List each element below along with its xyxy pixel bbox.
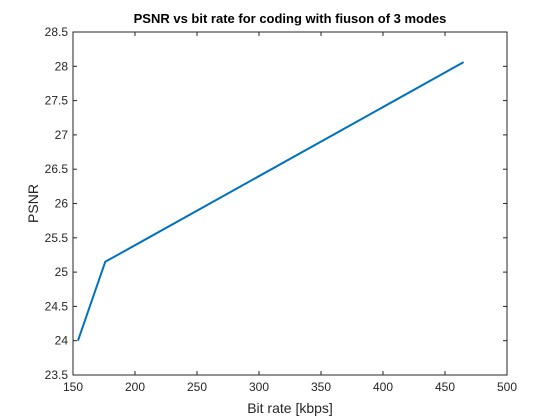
y-tick-label: 25.5 xyxy=(45,231,69,245)
ticks-layer: 150 200 250 300 350 400 450 500 23.5 24 24.5 25 25.5… xyxy=(45,25,518,394)
y-tick-label: 27 xyxy=(55,128,69,142)
x-tick-label: 350 xyxy=(311,380,331,394)
series-layer xyxy=(77,61,465,342)
y-tick-label: 28 xyxy=(55,59,69,73)
y-tick-label: 23.5 xyxy=(45,368,69,382)
x-tick-label: 150 xyxy=(63,380,83,394)
y-axis-label: PSNR xyxy=(25,184,41,223)
series-line-0 xyxy=(77,61,465,342)
x-tick-label: 400 xyxy=(373,380,393,394)
x-axis-label: Bit rate [kbps] xyxy=(247,400,333,416)
y-tick-label: 28.5 xyxy=(45,25,69,39)
plot-area xyxy=(73,32,507,375)
plot-frame xyxy=(72,31,508,376)
x-tick-label: 450 xyxy=(435,380,455,394)
y-tick-label: 26.5 xyxy=(45,162,69,176)
y-tick-label: 25 xyxy=(55,265,69,279)
x-tick-label: 250 xyxy=(187,380,207,394)
x-tick-label: 200 xyxy=(125,380,145,394)
y-tick-label: 27.5 xyxy=(45,94,69,108)
y-tick-label: 24.5 xyxy=(45,299,69,313)
x-tick-label: 500 xyxy=(497,380,517,394)
y-tick-label: 24 xyxy=(55,334,69,348)
chart-title: PSNR vs bit rate for coding with fiuson … xyxy=(134,11,447,26)
x-tick-label: 300 xyxy=(249,380,269,394)
y-tick-label: 26 xyxy=(55,197,69,211)
